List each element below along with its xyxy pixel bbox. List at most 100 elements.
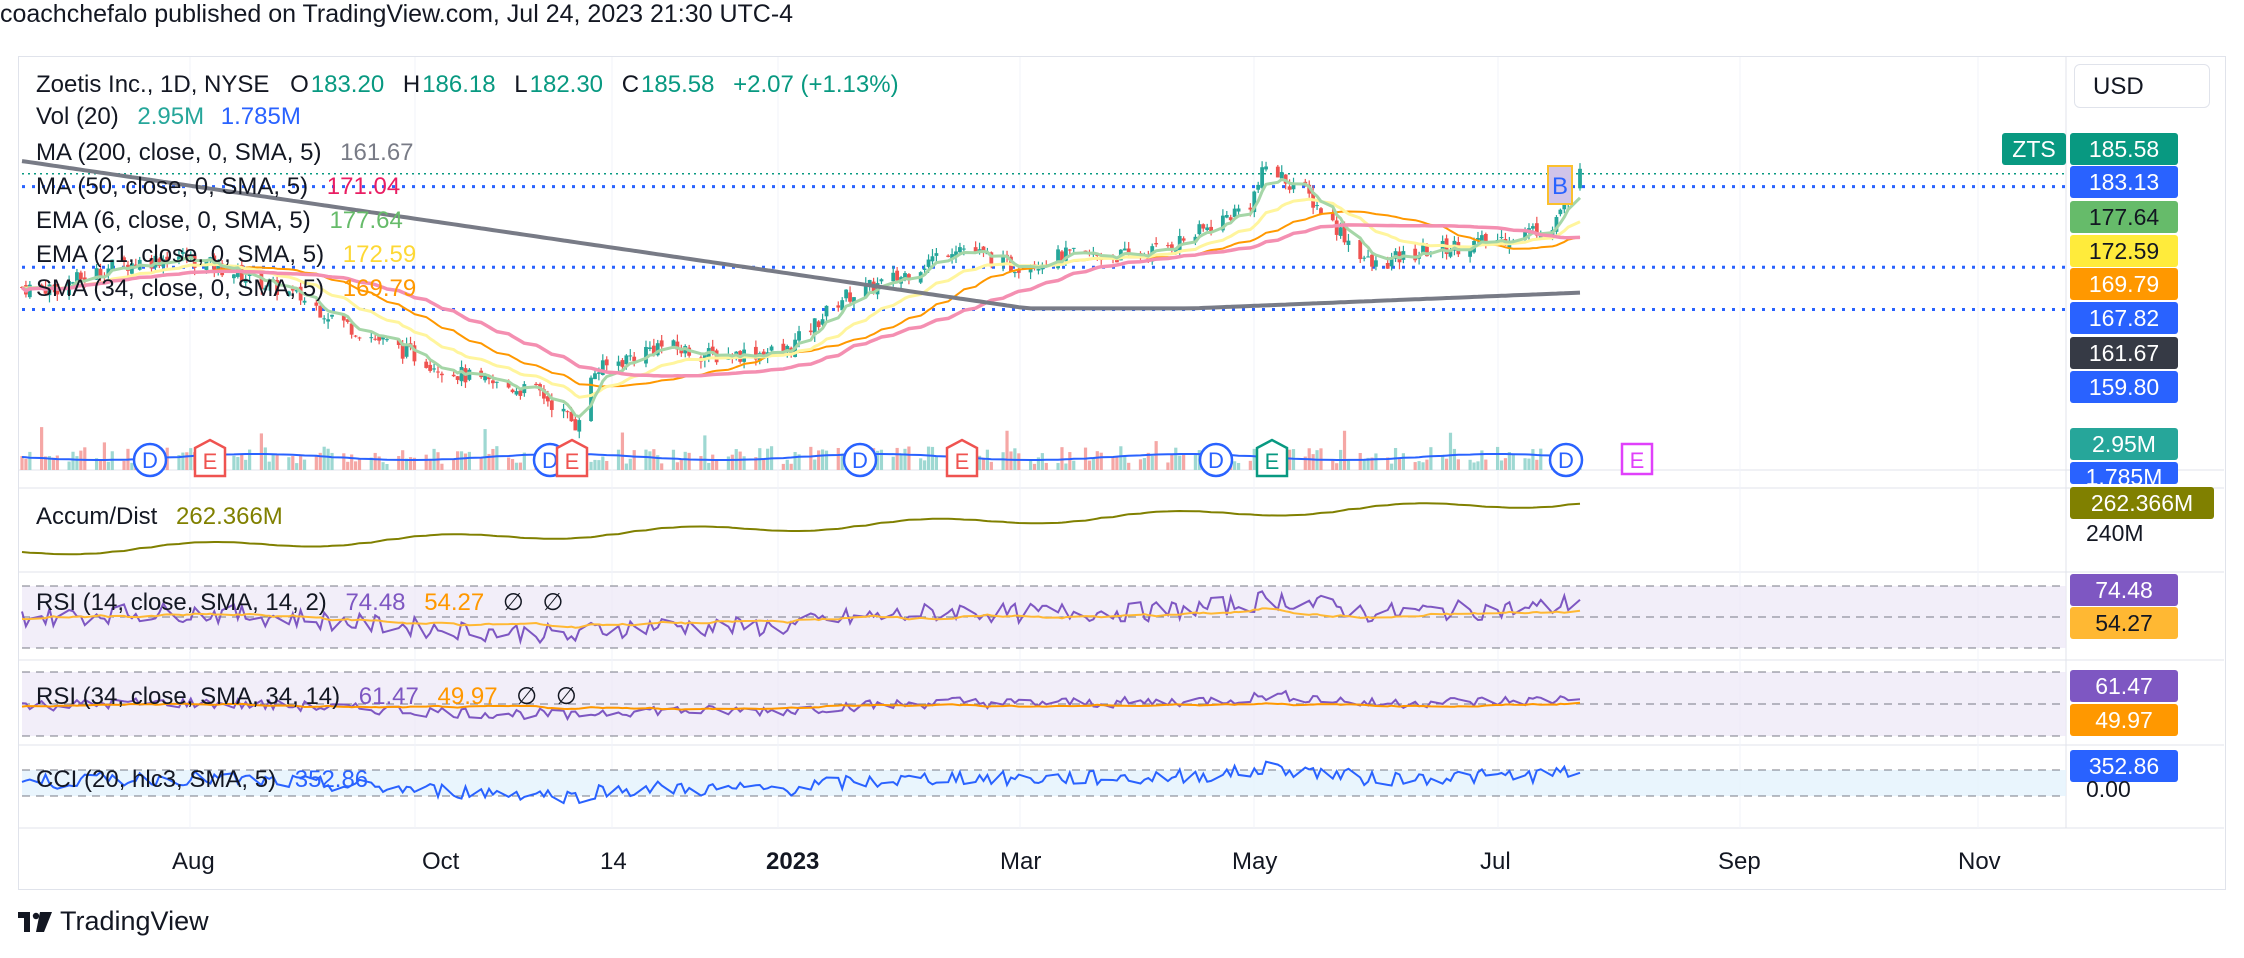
volume-bar xyxy=(1362,460,1366,470)
volume-bar xyxy=(373,452,377,470)
dividend-marker-label: D xyxy=(1208,448,1224,473)
volume-bar xyxy=(644,449,648,470)
volume-bar xyxy=(1150,455,1154,470)
candle-body xyxy=(1012,272,1017,274)
candle-body xyxy=(671,340,676,349)
upcoming-earnings-box xyxy=(1620,442,1654,476)
cci-line xyxy=(21,760,1581,805)
volume-bar xyxy=(781,463,785,470)
sma34-legend[interactable]: SMA (34, close, 0, SMA, 5) 169.79 xyxy=(36,274,418,304)
volume-bar xyxy=(346,461,350,470)
volume-bar xyxy=(1154,441,1158,470)
volume-bar xyxy=(1017,453,1021,470)
volume-bar xyxy=(495,446,499,470)
candle-body xyxy=(950,254,954,259)
volume-bar xyxy=(903,448,907,470)
volume-bar xyxy=(263,447,267,470)
x-axis-label: May xyxy=(1232,848,1278,875)
rsi14-legend[interactable]: RSI (14, close, SMA, 14, 2) 74.48 54.27 … xyxy=(36,588,565,618)
candle-body xyxy=(628,355,633,357)
candle-body xyxy=(424,361,429,368)
candle-body xyxy=(1346,240,1351,245)
volume-bar xyxy=(675,462,679,470)
candle-body xyxy=(1169,244,1174,250)
tradingview-logo[interactable]: TradingView xyxy=(18,906,209,937)
volume-bar xyxy=(467,451,471,470)
candle-body xyxy=(1279,172,1284,179)
volume-bar xyxy=(797,454,801,470)
ad-scale-label: 262.366M xyxy=(2070,487,2214,519)
volume-bar xyxy=(809,446,813,470)
candle-body xyxy=(954,251,958,257)
candle-body xyxy=(514,391,519,395)
volume-bar xyxy=(350,454,354,470)
volume-bar xyxy=(1311,454,1315,470)
ma200-legend[interactable]: MA (200, close, 0, SMA, 5) 161.67 xyxy=(36,138,416,168)
volume-bar xyxy=(94,458,99,470)
volume-bar xyxy=(1335,463,1339,470)
ad-legend[interactable]: Accum/Dist 262.366M xyxy=(36,502,285,532)
candle-body xyxy=(926,259,931,267)
earnings-marker-label: E xyxy=(1265,449,1280,474)
volume-bar xyxy=(436,452,440,470)
volume-bar xyxy=(742,456,746,470)
ma50-legend[interactable]: MA (50, close, 0, SMA, 5) 171.04 xyxy=(36,172,402,202)
volume-bar xyxy=(707,462,711,470)
candle-body xyxy=(561,408,566,412)
x-axis-label: Nov xyxy=(1958,848,2001,875)
volume-bar xyxy=(1056,462,1060,470)
volume-bar xyxy=(456,451,460,470)
currency-selector[interactable]: USD xyxy=(2074,64,2210,108)
candle-body xyxy=(1260,167,1265,188)
volume-bar xyxy=(236,456,240,470)
volume-bar xyxy=(412,457,417,470)
volume-bar xyxy=(1425,459,1429,470)
candle-body xyxy=(569,411,574,422)
volume-bar xyxy=(652,449,656,470)
candle-body xyxy=(632,356,637,362)
rsi14-ma-line xyxy=(21,607,1581,629)
ma50-value: 171.04 xyxy=(326,173,401,200)
candle-body xyxy=(1531,226,1535,229)
change-value: +2.07 (+1.13%) xyxy=(733,71,899,98)
candle-body xyxy=(1264,166,1268,170)
candle-body xyxy=(494,381,499,383)
candle-body xyxy=(785,345,790,351)
volume-bar xyxy=(824,450,829,470)
candle-body xyxy=(75,272,79,284)
volume-bar xyxy=(24,458,28,470)
rsi14-line xyxy=(21,590,1581,646)
volume-bar xyxy=(483,429,487,470)
ema6-legend[interactable]: EMA (6, close, 0, SMA, 5) 177.64 xyxy=(36,206,405,236)
candle-body xyxy=(1177,235,1182,251)
volume-bar xyxy=(699,456,703,470)
rsi34-legend[interactable]: RSI (34, close, SMA, 34, 14) 61.47 49.97… xyxy=(36,682,579,712)
volume-bar xyxy=(1170,453,1174,470)
dividend-marker-label: D xyxy=(542,448,558,473)
volume-bar xyxy=(1499,460,1504,470)
candle-body xyxy=(373,338,378,340)
volume-bar xyxy=(1303,456,1307,470)
candle-body xyxy=(1016,270,1021,273)
ema21-legend[interactable]: EMA (21, close, 0, SMA, 5) 172.59 xyxy=(36,240,418,270)
volume-bar xyxy=(703,435,707,470)
candle-body xyxy=(110,259,115,271)
dividend-marker: D xyxy=(132,442,168,478)
candle-body xyxy=(1248,207,1253,210)
volume-bar xyxy=(318,452,322,470)
candle-body xyxy=(381,337,385,340)
volume-bar xyxy=(1095,451,1099,470)
cci-legend[interactable]: CCI (20, hlc3, SMA, 5) 352.86 xyxy=(36,765,370,795)
volume-bar xyxy=(1370,457,1374,470)
volume-bar xyxy=(452,459,456,470)
candle-body xyxy=(294,289,299,292)
volume-bar xyxy=(1358,452,1362,470)
candle-body xyxy=(1507,242,1512,249)
volume-legend[interactable]: Vol (20) 2.95M 1.785M xyxy=(36,102,303,132)
volume-bar xyxy=(510,459,515,470)
volume-bar xyxy=(754,457,758,470)
vol-label: Vol (20) xyxy=(36,103,119,130)
volume-bar xyxy=(616,449,621,470)
ma200-line xyxy=(21,159,1581,311)
